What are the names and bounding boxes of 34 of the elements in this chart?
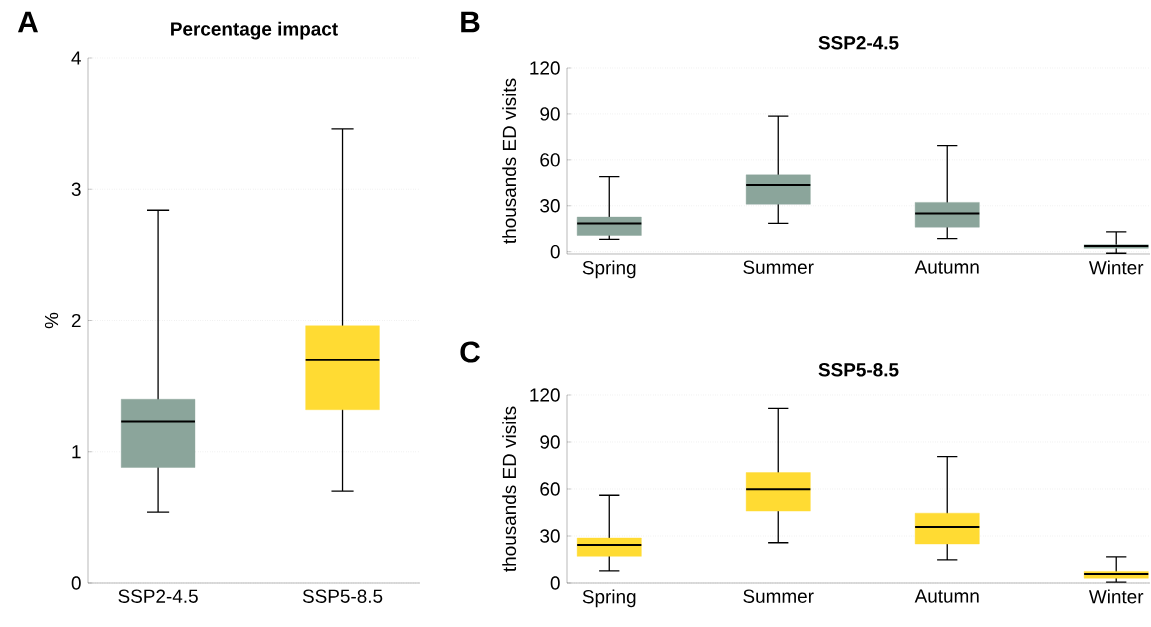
y-tick-label: 0 (550, 576, 560, 590)
y-axis-title: % (44, 312, 59, 329)
y-tick-label: 30 (540, 529, 560, 543)
y-tick-label: 1 (72, 445, 81, 459)
y-axis-title: thousands ED visits (502, 406, 517, 572)
y-tick-label: 90 (540, 107, 560, 121)
x-tick-label: SSP5-8.5 (302, 589, 383, 603)
x-tick-label: Summer (743, 589, 814, 603)
text: A (17, 11, 38, 33)
y-tick-label: 120 (530, 388, 560, 402)
chart-title: Percentage impact (171, 21, 338, 40)
text: B (461, 11, 480, 33)
y-tick-label: 60 (540, 153, 560, 167)
x-tick-label: Spring (582, 260, 636, 279)
text: C (460, 341, 480, 363)
chart-title: SSP2-4.5 (818, 36, 899, 50)
y-tick-label: 0 (71, 576, 81, 590)
y-tick-label: 4 (71, 51, 81, 65)
y-tick-label: 60 (540, 482, 560, 496)
y-tick-label: 120 (530, 61, 560, 75)
y-tick-label: 90 (540, 435, 560, 449)
y-axis-title: thousands ED visits (502, 78, 517, 244)
x-tick-label: Spring (582, 589, 636, 608)
x-tick-label: Autumn (914, 260, 979, 274)
y-tick-label: 2 (71, 313, 81, 328)
chart-title: SSP5-8.5 (818, 363, 899, 377)
y-tick-label: 0 (550, 245, 560, 259)
x-tick-label: SSP2-4.5 (118, 589, 198, 603)
x-tick-label: Autumn (914, 589, 979, 603)
x-tick-label: Winter (1088, 260, 1144, 275)
x-tick-label: Summer (743, 260, 814, 274)
y-tick-label: 3 (71, 182, 81, 196)
y-tick-label: 30 (540, 199, 560, 213)
x-tick-label: Winter (1088, 589, 1144, 604)
